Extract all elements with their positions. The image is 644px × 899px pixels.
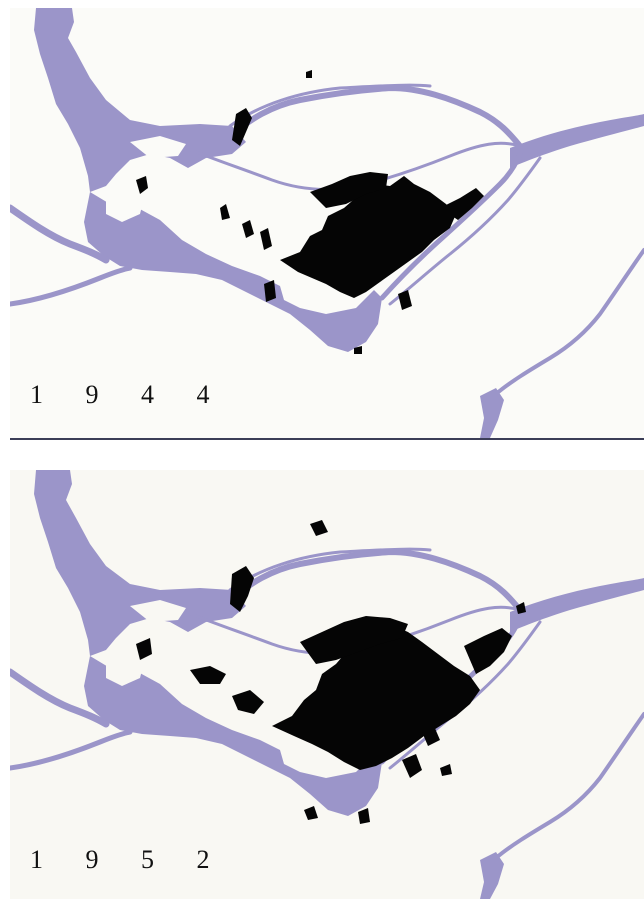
urban-strip-5 <box>354 346 362 354</box>
island-ile-bizard <box>106 652 144 686</box>
urban-southeast-fragment <box>358 808 370 824</box>
urban-south-shore-2 <box>422 726 440 746</box>
urban-lobe-east <box>440 188 484 220</box>
south-river-mouth <box>480 388 504 438</box>
urban-northwest-strip <box>232 108 252 146</box>
island-small-west <box>130 136 186 158</box>
urban-lobe-north <box>310 172 388 208</box>
urban-strip-1 <box>242 220 254 238</box>
mille-iles-river <box>228 547 432 592</box>
urban-south-shore-1 <box>402 754 422 778</box>
riviere-des-prairies <box>229 85 523 149</box>
lake-southwest <box>84 656 382 816</box>
urban-south-fragment <box>398 290 412 310</box>
south-river <box>494 248 644 396</box>
chateauguay-river <box>10 265 133 307</box>
island-ile-bizard <box>106 188 144 222</box>
urban-area-1944 <box>136 70 484 354</box>
urban-strip-4 <box>220 204 230 220</box>
south-river <box>494 712 644 860</box>
water-bodies <box>10 470 644 899</box>
urban-lobe-north <box>300 616 408 664</box>
saint-lawrence-channel-b <box>388 156 542 306</box>
map-panel-1944: 1 9 4 4 <box>10 8 644 440</box>
urban-core <box>280 176 456 298</box>
riviere-des-prairies <box>229 549 523 613</box>
ottawa-river-west <box>10 668 110 728</box>
urban-south-shore-3 <box>440 764 452 776</box>
urban-west-shore <box>190 666 226 684</box>
urban-strip-3 <box>264 280 276 302</box>
saint-lawrence-channel-a <box>379 151 523 301</box>
map-1944 <box>10 8 644 438</box>
urban-west-fragment <box>136 638 152 660</box>
urban-south-fragment <box>304 806 318 820</box>
saint-lawrence-channel-b <box>388 620 542 770</box>
lake-southwest <box>84 192 382 352</box>
urban-west-fragment <box>136 176 148 194</box>
saint-lawrence-east <box>510 114 644 168</box>
urban-lobe-east <box>464 628 512 674</box>
urban-southwest-shore <box>232 690 264 714</box>
south-river-mouth <box>480 852 504 899</box>
water-bodies <box>10 8 644 438</box>
urban-area-1952 <box>136 520 526 824</box>
mille-iles-river <box>228 83 432 128</box>
island-small-west <box>130 600 186 622</box>
urban-east-fragment <box>516 602 526 614</box>
urban-north-fragment <box>310 520 328 536</box>
ottawa-river-west <box>10 204 110 264</box>
map-panel-1952: 1 9 5 2 <box>10 470 644 899</box>
map-1952 <box>10 470 644 899</box>
lake-northwest <box>34 8 246 192</box>
lake-northwest <box>34 470 246 656</box>
urban-core <box>272 626 480 770</box>
year-label-1952: 1 9 5 2 <box>30 845 228 874</box>
chateauguay-river <box>10 729 133 771</box>
urban-strip-2 <box>260 228 272 250</box>
saint-lawrence-east <box>510 578 644 632</box>
urban-northwest-strip <box>230 566 254 612</box>
urban-strip-6 <box>306 70 312 78</box>
year-label-1944: 1 9 4 4 <box>30 380 228 409</box>
